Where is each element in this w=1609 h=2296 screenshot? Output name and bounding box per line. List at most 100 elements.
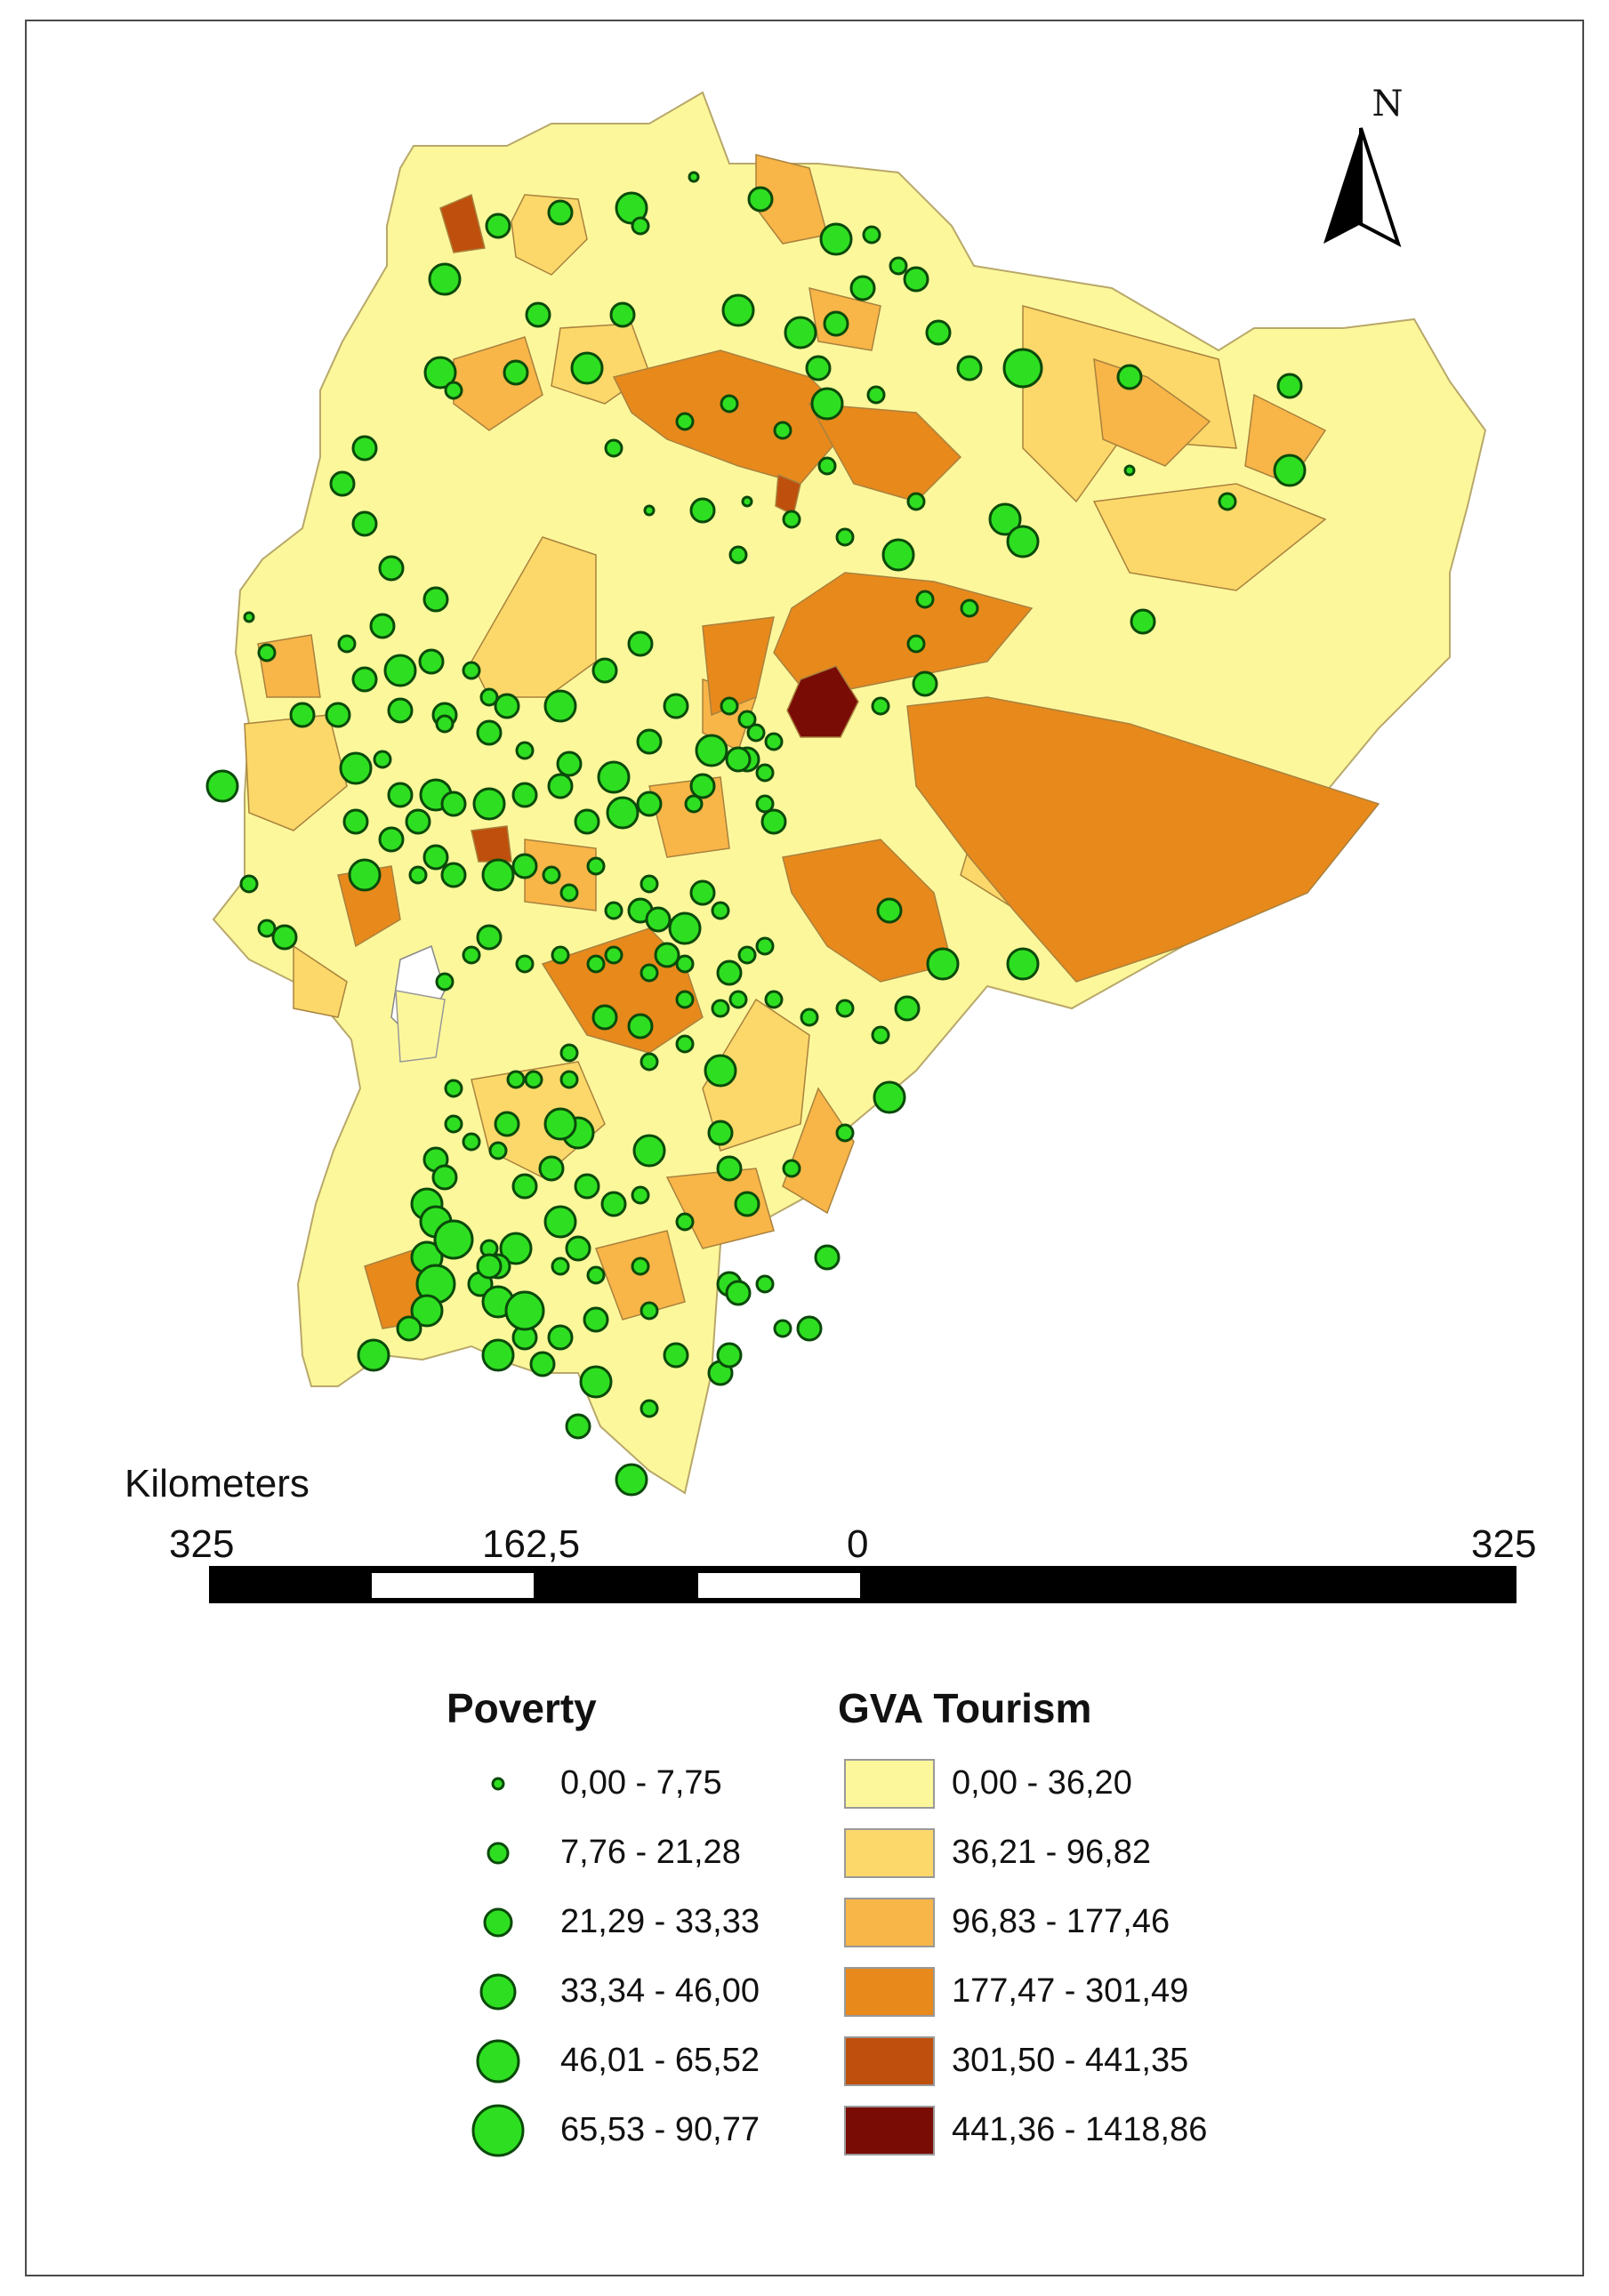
poverty-circle-41 — [643, 504, 656, 517]
poverty-circle-99 — [440, 791, 467, 817]
poverty-circle-125 — [645, 906, 672, 933]
poverty-circle-174 — [632, 1134, 666, 1168]
poverty-circle-13 — [721, 293, 755, 327]
poverty-circle-21 — [423, 356, 457, 389]
poverty-circle-10 — [849, 275, 876, 301]
poverty-class-6: 65,53 - 90,77 — [560, 2111, 760, 2148]
poverty-circle-114 — [408, 865, 428, 885]
poverty-circle-2 — [485, 213, 511, 239]
poverty-class-4: 33,34 - 46,00 — [560, 1972, 760, 2010]
poverty-circle-72 — [462, 661, 481, 680]
poverty-circle-107 — [689, 773, 716, 799]
poverty-circle-101 — [511, 782, 538, 808]
poverty-circle-89 — [597, 760, 631, 794]
poverty-circle-202 — [583, 1306, 609, 1333]
legend-gva-swatch-2 — [844, 1828, 935, 1878]
legend-poverty-symbol-3 — [483, 1907, 513, 1938]
region-class-2-8 — [293, 944, 348, 1018]
puna-island — [395, 990, 446, 1063]
poverty-circle-126 — [668, 911, 702, 945]
region-class-5-34 — [471, 825, 512, 863]
poverty-circle-5 — [747, 186, 774, 213]
poverty-circle-19 — [570, 351, 604, 385]
poverty-circle-124 — [640, 874, 659, 894]
poverty-circle-129 — [675, 954, 695, 974]
poverty-circle-37 — [817, 456, 837, 476]
poverty-circle-204 — [579, 1365, 613, 1399]
poverty-circle-27 — [956, 355, 983, 381]
poverty-class-2: 7,76 - 21,28 — [560, 1834, 741, 1871]
poverty-circle-128 — [711, 901, 730, 920]
region-class-4-28 — [782, 839, 953, 983]
poverty-circle-92 — [476, 719, 503, 746]
poverty-circle-3 — [547, 199, 574, 226]
scale-tick-0: 0 — [847, 1522, 869, 1566]
poverty-circle-68 — [325, 702, 351, 728]
poverty-circle-141 — [711, 999, 730, 1018]
poverty-circle-149 — [894, 995, 921, 1022]
poverty-circle-178 — [506, 1070, 526, 1089]
legend-gva-swatch-3 — [844, 1898, 935, 1947]
poverty-circle-22 — [444, 381, 463, 400]
poverty-circle-39 — [881, 538, 915, 572]
poverty-circle-198 — [755, 1274, 775, 1294]
poverty-circle-144 — [755, 936, 775, 956]
poverty-circle-168 — [488, 1141, 508, 1160]
poverty-circle-43 — [741, 495, 753, 508]
scale-segment-white-2 — [698, 1573, 860, 1598]
poverty-circle-167 — [444, 1079, 463, 1098]
poverty-class-5: 46,01 - 65,52 — [560, 2042, 760, 2079]
legend-symbols — [471, 1759, 935, 2157]
legend-gva-swatch-1 — [844, 1759, 935, 1809]
poverty-class-1: 0,00 - 7,75 — [560, 1764, 722, 1802]
scale-segment-white-1 — [372, 1573, 534, 1598]
poverty-circle-215 — [357, 1338, 390, 1372]
poverty-circle-171 — [574, 1173, 600, 1200]
poverty-circle-85 — [764, 732, 784, 751]
poverty-circle-102 — [547, 773, 574, 799]
scale-unit-label: Kilometers — [125, 1462, 310, 1505]
poverty-circle-26 — [925, 319, 952, 346]
poverty-circle-1 — [688, 171, 700, 183]
poverty-circle-172 — [600, 1191, 627, 1217]
poverty-circle-135 — [515, 954, 535, 974]
poverty-circle-51 — [906, 634, 926, 654]
poverty-circle-113 — [378, 826, 405, 853]
poverty-circle-220 — [796, 1315, 823, 1342]
poverty-circle-116 — [440, 862, 467, 888]
poverty-circle-138 — [435, 972, 455, 991]
tourism-regions — [212, 91, 1487, 1495]
poverty-circle-30 — [1276, 373, 1303, 399]
poverty-circle-31 — [1123, 464, 1136, 477]
poverty-circle-195 — [734, 1191, 760, 1217]
poverty-circle-25 — [810, 387, 844, 421]
poverty-circle-69 — [351, 666, 378, 693]
poverty-circle-165 — [494, 1111, 520, 1137]
poverty-circle-154 — [835, 1123, 855, 1143]
poverty-circle-42 — [689, 497, 716, 524]
poverty-circle-119 — [542, 865, 561, 885]
poverty-circle-193 — [640, 1301, 659, 1321]
poverty-circle-103 — [574, 808, 600, 835]
poverty-circle-56 — [351, 510, 378, 537]
poverty-circle-24 — [720, 394, 739, 413]
poverty-circle-61 — [257, 643, 277, 662]
poverty-circle-179 — [462, 1132, 481, 1152]
poverty-circle-60 — [243, 611, 255, 623]
poverty-circle-216 — [396, 1315, 422, 1342]
poverty-circle-93 — [435, 714, 455, 734]
poverty-circle-28 — [1002, 348, 1043, 389]
poverty-circle-70 — [383, 654, 417, 687]
legend-gva-swatch-6 — [844, 2106, 935, 2156]
poverty-circle-91 — [515, 741, 535, 760]
poverty-circle-18 — [805, 355, 832, 381]
poverty-circle-81 — [720, 696, 739, 716]
poverty-circle-200 — [663, 1342, 689, 1369]
poverty-circle-121 — [586, 856, 606, 876]
poverty-circle-157 — [707, 1120, 734, 1146]
map-canvas — [205, 91, 1516, 2157]
poverty-circle-163 — [559, 1043, 579, 1063]
poverty-circle-36 — [773, 421, 792, 440]
poverty-circle-86 — [755, 763, 775, 783]
poverty-circle-105 — [636, 791, 663, 817]
